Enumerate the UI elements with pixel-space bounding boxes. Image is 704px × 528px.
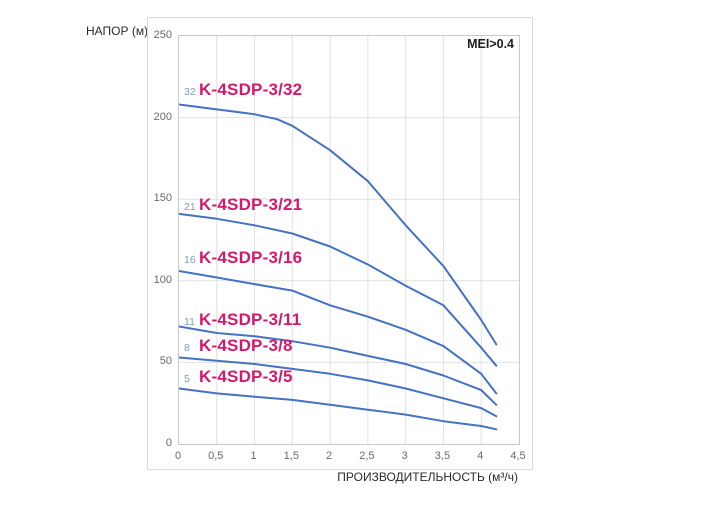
x-tick-label: 2,5 (359, 450, 375, 462)
plot-canvas (179, 36, 519, 444)
y-tick-label: 250 (153, 29, 172, 41)
x-tick-label: 0,5 (208, 450, 224, 462)
curve-21 (179, 212, 498, 367)
curve-16 (179, 270, 498, 395)
y-tick-label: 150 (153, 192, 172, 205)
x-tick-label: 2 (326, 450, 333, 462)
curve-8 (179, 356, 498, 418)
curve-11 (179, 325, 498, 406)
y-tick-label: 50 (159, 355, 172, 368)
x-tick-label: 3 (401, 450, 408, 462)
y-tick-label: 0 (165, 437, 172, 449)
curve-32 (179, 103, 498, 346)
y-axis-title: НАПОР (м) (86, 24, 149, 38)
x-tick-label: 4 (477, 450, 484, 462)
mei-annotation: MEI>0.4 (467, 37, 514, 51)
x-tick-label: 0 (174, 450, 182, 462)
x-tick-label: 1 (250, 450, 257, 462)
curve-5 (179, 387, 498, 431)
plot-area (178, 35, 520, 445)
y-tick-label: 200 (153, 110, 172, 123)
y-tick-label: 100 (153, 273, 172, 286)
x-axis-title: ПРОИЗВОДИТЕЛЬНОСТЬ (м³/ч) (337, 470, 518, 484)
x-tick-label: 3,5 (434, 450, 451, 462)
x-tick-label: 4,5 (510, 450, 526, 462)
x-tick-label: 1,5 (283, 450, 299, 462)
